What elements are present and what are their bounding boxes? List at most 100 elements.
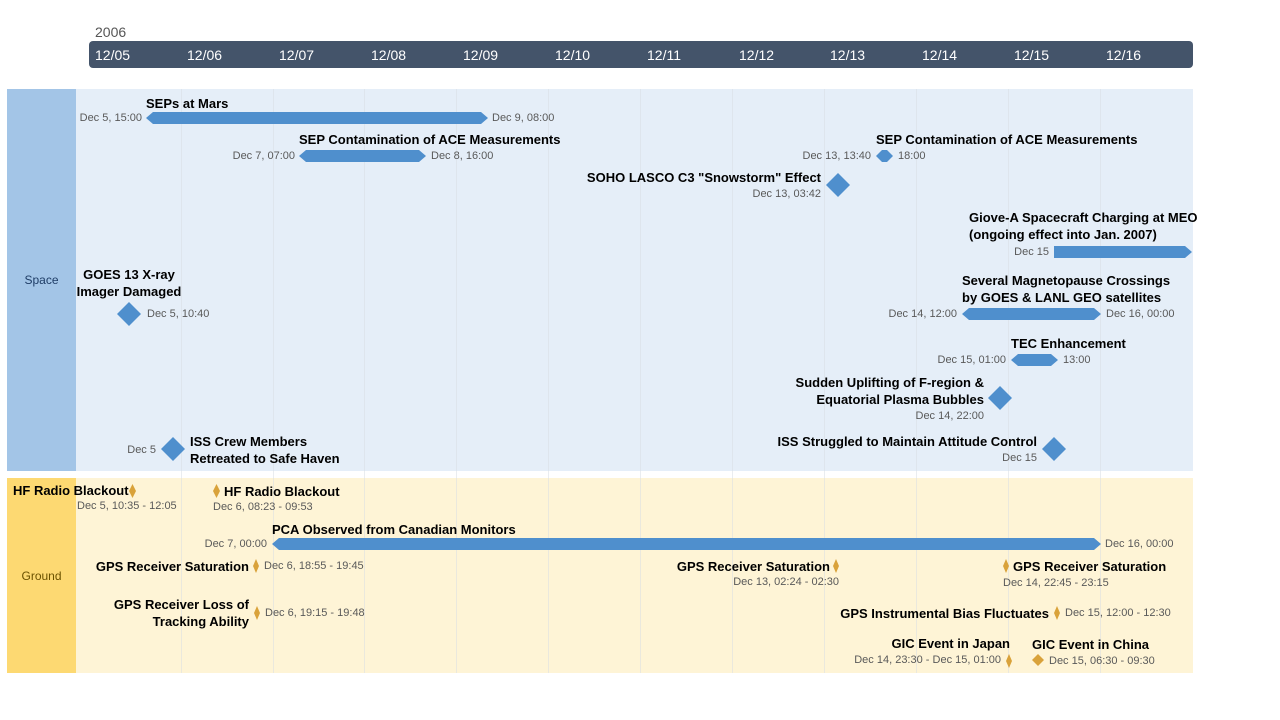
duration-bar	[1011, 354, 1058, 366]
event-start-date: Dec 14, 12:00	[888, 308, 958, 320]
milestone-diamond	[826, 173, 850, 197]
tick-label: 12/08	[371, 47, 407, 63]
event-title: Giove-A Spacecraft Charging at MEO	[969, 210, 1198, 225]
gridline	[824, 89, 825, 673]
milestone-diamond	[1006, 654, 1012, 668]
milestone-diamond	[213, 484, 220, 498]
event-end-date: 13:00	[1063, 354, 1091, 366]
milestone-diamond	[161, 437, 185, 461]
milestone-diamond	[988, 386, 1012, 410]
event-title: SOHO LASCO C3 "Snowstorm" Effect	[586, 170, 821, 185]
event-title: GPS Receiver Saturation	[676, 559, 830, 574]
tick-label: 12/13	[830, 47, 866, 63]
tick-label: 12/15	[1014, 47, 1050, 63]
gridline	[456, 89, 457, 673]
duration-bar	[146, 112, 488, 124]
event-date: Dec 5, 10:40	[147, 308, 210, 320]
event-date: Dec 13, 03:42	[752, 188, 822, 200]
event-date: Dec 6, 19:15 - 19:48	[265, 607, 365, 619]
event-end-date: Dec 8, 16:00	[431, 150, 494, 162]
event-title: Tracking Ability	[152, 614, 249, 629]
event-title: HF Radio Blackout	[13, 483, 129, 498]
timeline-axis: 12/05 12/06 12/07 12/08 12/09 12/10 12/1…	[89, 41, 1193, 68]
event-date: Dec 13, 02:24 - 02:30	[733, 576, 839, 588]
event-date: Dec 14, 22:45 - 23:15	[1003, 577, 1109, 589]
event-title: SEP Contamination of ACE Measurements	[299, 132, 561, 147]
event-date: Dec 6, 08:23 - 09:53	[213, 501, 313, 513]
event-start-date: Dec 7, 00:00	[204, 538, 267, 550]
event-start-date: Dec 5, 15:00	[79, 112, 142, 124]
event-title: Equatorial Plasma Bubbles	[816, 392, 984, 407]
space-band-label: Space	[7, 89, 76, 471]
tick-label: 12/12	[739, 47, 775, 63]
duration-bar	[299, 150, 426, 162]
ground-band	[76, 478, 1193, 673]
milestone-diamond	[1003, 559, 1009, 573]
event-date: Dec 14, 22:00	[915, 410, 985, 422]
event-title: HF Radio Blackout	[224, 484, 340, 499]
duration-bar	[1054, 246, 1192, 258]
event-end-date: Dec 16, 00:00	[1105, 538, 1174, 550]
event-end-date: Dec 9, 08:00	[492, 112, 555, 124]
tick-label: 12/10	[555, 47, 591, 63]
gridline	[732, 89, 733, 673]
gridline	[1100, 89, 1101, 673]
gridline	[548, 89, 549, 673]
gridline	[364, 89, 365, 673]
event-date: Dec 14, 23:30 - Dec 15, 01:00	[854, 654, 1001, 666]
gridline	[1008, 89, 1009, 673]
milestone-diamond	[253, 559, 259, 573]
gridline	[181, 89, 182, 673]
tick-label: 12/14	[922, 47, 958, 63]
event-start-date: Dec 15	[1014, 246, 1049, 258]
event-title: ISS Crew Members	[190, 434, 308, 449]
event-title: (ongoing effect into Jan. 2007)	[969, 227, 1157, 242]
event-date: Dec 15	[1002, 452, 1037, 464]
milestone-diamond	[254, 606, 260, 620]
event-title: GOES 13 X-ray	[83, 267, 175, 282]
event-title: SEP Contamination of ACE Measurements	[876, 132, 1138, 147]
duration-bar	[876, 150, 893, 162]
gridline	[916, 89, 917, 673]
tick-label: 12/09	[463, 47, 499, 63]
event-title: GIC Event in Japan	[891, 636, 1010, 651]
event-title: GPS Instrumental Bias Fluctuates	[840, 606, 1049, 621]
year-label: 2006	[95, 24, 127, 40]
tick-label: 12/06	[187, 47, 223, 63]
event-title: GPS Receiver Loss of	[113, 597, 249, 612]
event-date: Dec 15, 06:30 - 09:30	[1049, 655, 1155, 667]
event-start-date: Dec 13, 13:40	[802, 150, 872, 162]
duration-bar	[962, 308, 1101, 320]
event-title: SEPs at Mars	[146, 96, 229, 111]
event-title: Several Magnetopause Crossings	[962, 273, 1171, 288]
milestone-diamond	[1032, 654, 1044, 666]
milestone-diamond	[833, 559, 839, 573]
event-title: Retreated to Safe Haven	[190, 451, 340, 466]
event-date: Dec 5, 10:35 - 12:05	[77, 500, 177, 512]
tick-label: 12/05	[95, 47, 131, 63]
event-date: Dec 5	[127, 444, 156, 456]
milestone-diamond	[117, 302, 141, 326]
milestone-diamond	[129, 484, 136, 498]
event-date: Dec 6, 18:55 - 19:45	[264, 560, 364, 572]
event-start-date: Dec 7, 07:00	[232, 150, 295, 162]
milestone-diamond	[1054, 606, 1060, 620]
event-title: Imager Damaged	[76, 284, 182, 299]
milestone-diamond	[1042, 437, 1066, 461]
tick-label: 12/11	[647, 47, 681, 63]
tick-label: 12/07	[279, 47, 315, 63]
gridline	[273, 89, 274, 673]
event-date: Dec 15, 12:00 - 12:30	[1065, 607, 1171, 619]
event-end-date: 18:00	[898, 150, 926, 162]
space-band	[76, 89, 1193, 471]
event-title: Sudden Uplifting of F-region &	[795, 375, 984, 390]
event-title: ISS Struggled to Maintain Attitude Contr…	[777, 434, 1038, 449]
tick-label: 12/16	[1106, 47, 1142, 63]
event-title: PCA Observed from Canadian Monitors	[272, 522, 516, 537]
event-start-date: Dec 15, 01:00	[937, 354, 1007, 366]
event-title: by GOES & LANL GEO satellites	[962, 290, 1162, 305]
gridline	[640, 89, 641, 673]
ground-band-label: Ground	[7, 478, 76, 673]
event-title: TEC Enhancement	[1011, 336, 1126, 351]
event-title: GIC Event in China	[1032, 637, 1150, 652]
